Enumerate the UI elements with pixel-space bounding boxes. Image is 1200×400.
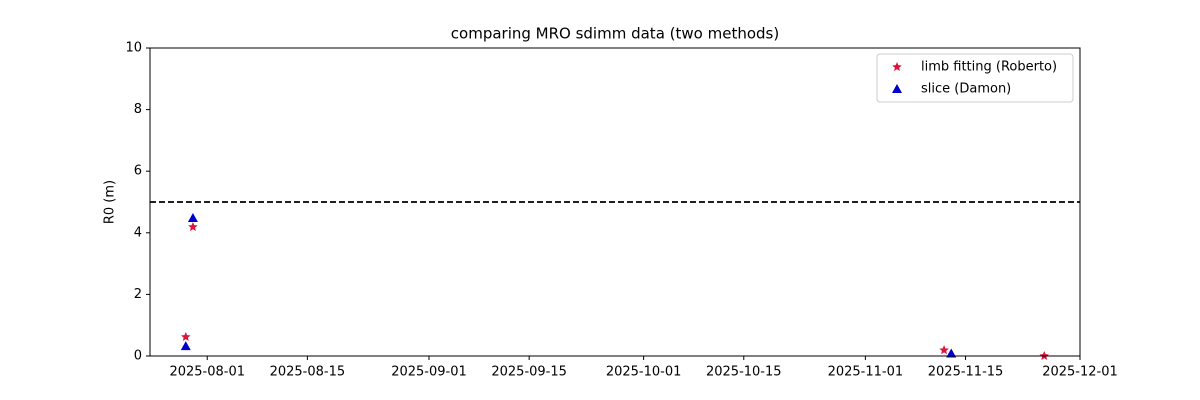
data-point — [180, 341, 191, 351]
data-point — [188, 221, 198, 231]
x-tick-label: 2025-11-01 — [828, 365, 904, 380]
legend-marker — [892, 62, 902, 72]
x-tick-label: 2025-12-01 — [1042, 365, 1118, 380]
y-tick-label: 4 — [134, 225, 142, 240]
legend-label: limb fitting (Roberto) — [921, 60, 1057, 75]
legend-label: slice (Damon) — [921, 82, 1011, 97]
legend-box — [876, 53, 1074, 103]
data-point — [181, 331, 191, 341]
x-tick-label: 2025-10-15 — [706, 365, 782, 380]
y-axis-label: R0 (m) — [103, 180, 118, 224]
plot-frame — [149, 47, 1081, 357]
y-tick-label: 8 — [134, 102, 142, 117]
x-tick-label: 2025-09-15 — [491, 365, 567, 380]
x-tick-label: 2025-09-01 — [391, 365, 467, 380]
data-point — [946, 348, 957, 358]
y-tick-label: 0 — [134, 349, 142, 364]
x-tick-label: 2025-10-01 — [606, 365, 682, 380]
x-tick-label: 2025-08-01 — [169, 365, 245, 380]
data-point — [939, 345, 949, 355]
chart-title: comparing MRO sdimm data (two methods) — [451, 25, 779, 43]
y-tick-label: 2 — [134, 287, 142, 302]
legend-marker — [892, 84, 902, 93]
x-tick-label: 2025-11-15 — [928, 365, 1004, 380]
y-tick-label: 10 — [125, 41, 142, 56]
data-point — [187, 213, 198, 223]
x-tick-label: 2025-08-15 — [270, 365, 346, 380]
y-tick-label: 6 — [134, 164, 142, 179]
